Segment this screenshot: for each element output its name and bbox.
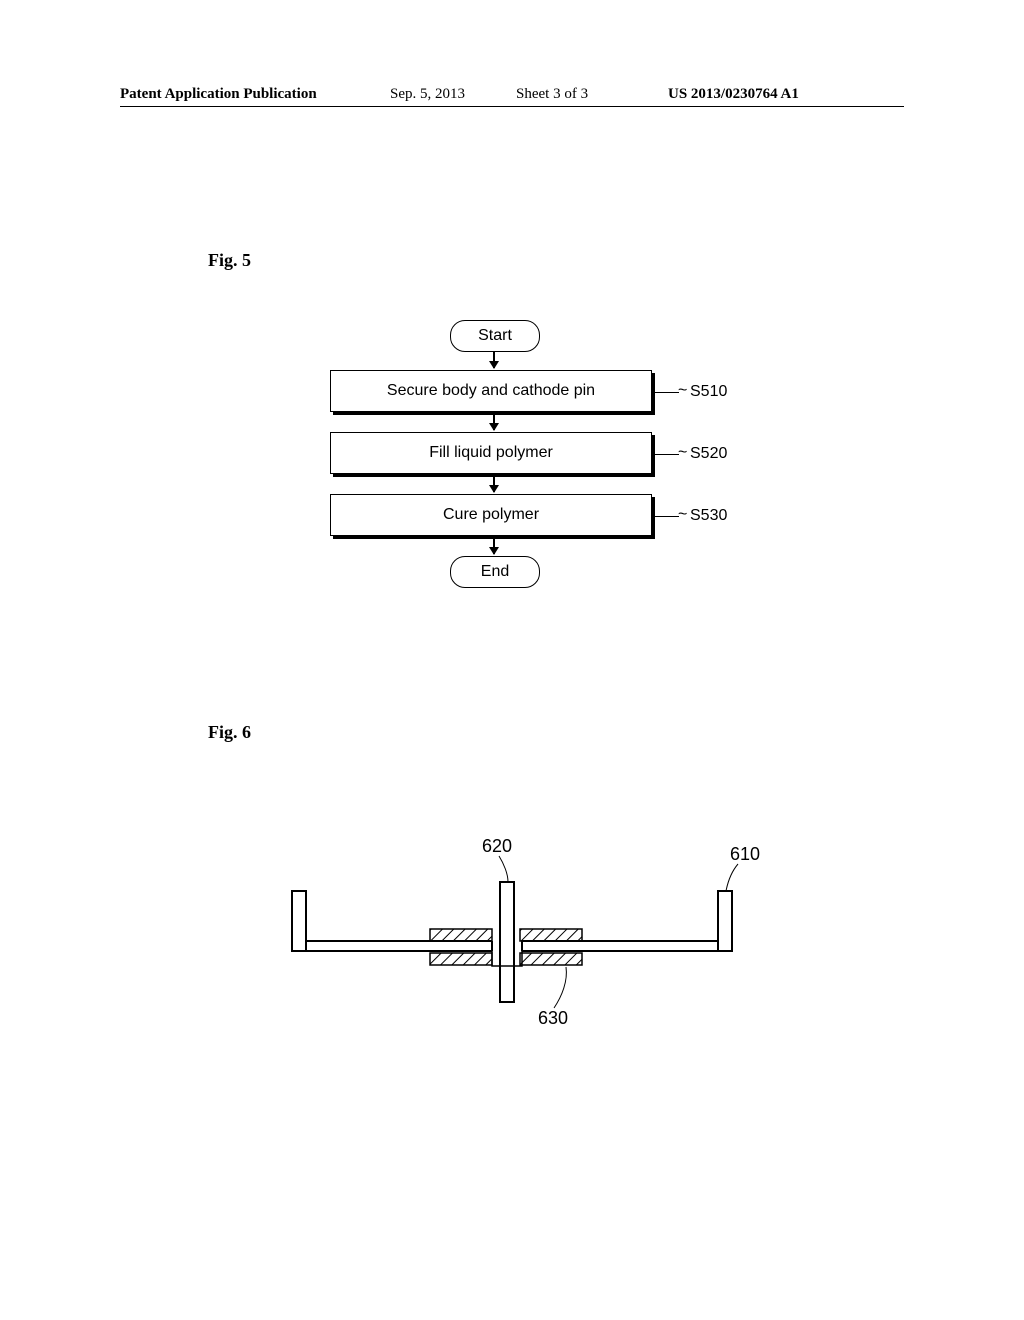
flow-leader bbox=[653, 454, 679, 455]
header-sheet: Sheet 3 of 3 bbox=[516, 86, 588, 103]
header-date: Sep. 5, 2013 bbox=[390, 86, 465, 103]
flow-tilde: ~ bbox=[678, 506, 687, 524]
flow-tilde: ~ bbox=[678, 444, 687, 462]
figure-5-label: Fig. 5 bbox=[208, 250, 251, 271]
flow-arrow bbox=[493, 414, 495, 430]
flow-tilde: ~ bbox=[678, 382, 687, 400]
figure-6-drawing: 620 610 630 bbox=[252, 836, 772, 1056]
flow-terminator-start: Start bbox=[450, 320, 540, 352]
fig6-svg bbox=[252, 836, 772, 1056]
flow-ref-1: S510 bbox=[690, 383, 727, 401]
header-publication-type: Patent Application Publication bbox=[120, 86, 317, 103]
flow-step-1: Secure body and cathode pin bbox=[330, 370, 652, 412]
flow-arrow bbox=[493, 476, 495, 492]
flow-leader bbox=[653, 516, 679, 517]
callout-630: 630 bbox=[538, 1008, 568, 1029]
header-publication-number: US 2013/0230764 A1 bbox=[668, 86, 799, 103]
flow-step-2: Fill liquid polymer bbox=[330, 432, 652, 474]
flow-ref-2: S520 bbox=[690, 445, 727, 463]
figure-6-label: Fig. 6 bbox=[208, 722, 251, 743]
flow-leader bbox=[653, 392, 679, 393]
flow-arrow bbox=[493, 352, 495, 368]
header-rule bbox=[120, 106, 904, 107]
flow-step-3: Cure polymer bbox=[330, 494, 652, 536]
callout-610: 610 bbox=[730, 844, 760, 865]
flow-ref-3: S530 bbox=[690, 507, 727, 525]
flow-terminator-end: End bbox=[450, 556, 540, 588]
flow-arrow bbox=[493, 538, 495, 554]
callout-620: 620 bbox=[482, 836, 512, 857]
